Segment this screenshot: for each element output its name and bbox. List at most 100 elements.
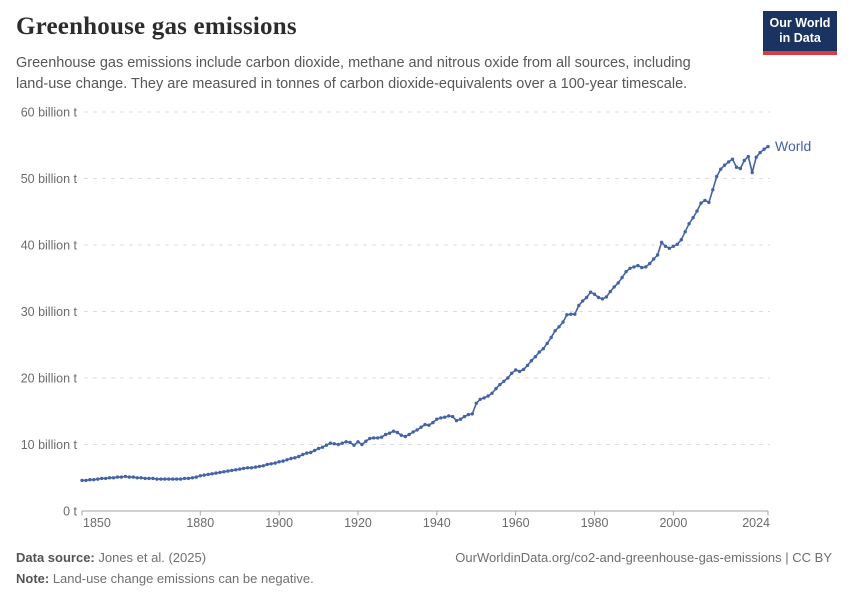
data-point	[320, 445, 325, 449]
data-point	[529, 359, 534, 363]
data-point	[119, 475, 124, 479]
note-label: Note:	[16, 570, 50, 586]
data-point	[458, 417, 463, 421]
data-point	[715, 174, 719, 179]
data-point	[569, 312, 573, 316]
data-point	[269, 462, 273, 466]
data-point	[167, 477, 171, 481]
data-point	[407, 432, 411, 437]
data-point	[107, 476, 112, 480]
x-tick-label: 1980	[581, 516, 609, 530]
data-point	[652, 257, 656, 261]
data-point	[206, 472, 210, 477]
data-point	[644, 265, 648, 269]
data-point	[163, 477, 167, 481]
x-tick-label: 1920	[344, 516, 372, 530]
data-point	[553, 329, 557, 333]
data-point	[561, 320, 565, 324]
data-point	[667, 246, 672, 250]
data-point	[608, 289, 612, 294]
data-point	[750, 170, 754, 175]
data-point	[305, 451, 309, 455]
data-point	[490, 391, 494, 395]
data-point	[584, 295, 589, 300]
data-point	[592, 292, 597, 296]
data-point	[281, 459, 285, 463]
data-point	[198, 474, 202, 478]
x-tick-label: 1940	[423, 516, 451, 530]
data-point	[376, 436, 380, 440]
data-point	[565, 313, 569, 317]
data-point	[636, 263, 640, 268]
data-point	[403, 434, 407, 439]
data-point	[127, 475, 131, 479]
data-point	[722, 163, 727, 167]
data-point	[253, 465, 258, 469]
chart-header: Greenhouse gas emissions Our World in Da…	[0, 0, 850, 95]
data-point	[312, 448, 317, 453]
data-point	[502, 379, 506, 383]
data-point	[687, 222, 691, 226]
data-point	[726, 160, 731, 164]
data-point	[368, 436, 372, 441]
data-point	[533, 355, 538, 359]
data-point	[443, 415, 447, 419]
data-point	[707, 200, 711, 205]
data-source-value: Jones et al. (2025)	[94, 550, 207, 565]
data-point	[210, 472, 214, 476]
data-point	[226, 469, 230, 473]
data-point	[171, 477, 175, 481]
data-point	[439, 416, 443, 420]
data-point	[139, 476, 143, 480]
data-point	[427, 423, 431, 427]
data-point	[387, 431, 392, 435]
data-point	[450, 414, 455, 419]
note-value: Land-use change emissions can be negativ…	[49, 570, 314, 586]
emissions-line-chart: 0 t 10 billion t 20 billion t 30 billion t 4…	[21, 106, 812, 531]
data-point	[663, 244, 668, 248]
data-point	[419, 425, 423, 429]
data-point	[273, 461, 277, 465]
data-point	[178, 477, 183, 481]
attribution-text: OurWorldinData.org/co2-and-greenhouse-ga…	[455, 550, 832, 565]
data-point	[277, 460, 281, 464]
data-point	[577, 303, 581, 308]
data-point	[131, 475, 135, 479]
data-point	[238, 467, 242, 471]
data-point	[92, 478, 96, 482]
data-point	[703, 198, 707, 203]
data-point	[655, 253, 660, 257]
data-point	[143, 476, 147, 481]
data-source-line: Data source: Jones et al. (2025)	[16, 548, 206, 569]
data-point	[415, 428, 419, 432]
data-point	[719, 167, 723, 171]
data-point	[352, 443, 356, 447]
data-point	[151, 476, 155, 481]
x-tick-label: 2000	[659, 516, 687, 530]
data-point	[182, 476, 187, 481]
x-tick-label: 1960	[502, 516, 530, 530]
data-point	[159, 477, 163, 481]
data-point	[486, 394, 490, 398]
series-end-label-world: World	[775, 138, 811, 154]
data-point	[671, 244, 676, 248]
chart-subtitle: Greenhouse gas emissions include carbon …	[16, 53, 834, 96]
data-point	[356, 440, 360, 444]
data-point	[104, 476, 108, 481]
data-point	[541, 347, 545, 351]
data-point	[478, 397, 482, 401]
data-point	[470, 412, 474, 416]
data-point	[742, 158, 746, 163]
data-point	[241, 466, 246, 471]
y-tick-label: 0 t	[63, 505, 77, 519]
data-point	[84, 478, 88, 483]
data-point	[699, 201, 703, 205]
data-point	[316, 446, 321, 451]
data-point	[766, 144, 770, 149]
data-point	[293, 456, 297, 460]
chart-area: 0 t 10 billion t 20 billion t 30 billion t 4…	[0, 100, 850, 545]
data-point	[498, 382, 502, 387]
data-point	[411, 430, 415, 434]
data-point	[754, 155, 758, 159]
